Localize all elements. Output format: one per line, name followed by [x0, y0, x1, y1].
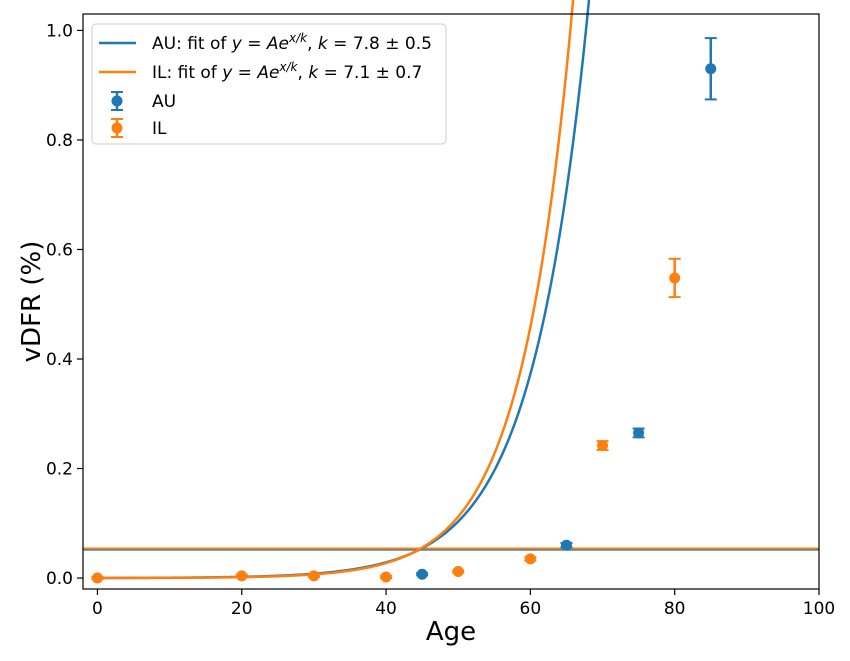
data-points: [91, 37, 717, 584]
y-axis-title: vDFR (%): [17, 241, 47, 363]
fit-line: [97, 0, 575, 580]
data-point: [236, 570, 248, 582]
x-tick-label: 0: [92, 599, 103, 619]
x-tick-label: 100: [803, 599, 835, 619]
x-tick-label: 20: [231, 599, 253, 619]
legend-label: AU: [152, 92, 176, 112]
y-tick-label: 0.4: [46, 350, 73, 370]
data-point: [633, 427, 645, 439]
data-point: [380, 571, 392, 583]
data-point: [91, 572, 103, 584]
legend-marker: [111, 122, 123, 134]
legend-label: IL: [152, 119, 167, 139]
data-point: [669, 272, 681, 284]
data-point: [705, 63, 717, 75]
x-tick-label: 40: [375, 599, 397, 619]
data-point: [597, 440, 609, 452]
data-point: [416, 568, 428, 580]
y-tick-label: 0.8: [46, 131, 73, 151]
y-tick-label: 0.0: [46, 569, 73, 589]
y-tick-label: 0.6: [46, 240, 73, 260]
x-axis-ticks: 0 20 40 60 80 100: [92, 589, 835, 619]
y-axis-ticks: 0.0 0.2 0.4 0.6 0.8 1.0: [46, 21, 83, 589]
reference-lines: [83, 547, 819, 551]
x-tick-label: 80: [664, 599, 686, 619]
legend-label: AU: fit of y = Aex/k, k = 7.8 ± 0.5: [152, 31, 432, 54]
data-point: [452, 565, 464, 577]
data-point: [560, 539, 572, 551]
plot-frame: [82, 13, 820, 590]
data-point: [524, 553, 536, 565]
legend-label: IL: fit of y = Aex/k, k = 7.1 ± 0.7: [152, 60, 422, 83]
legend-box: [91, 23, 447, 145]
legend-marker: [111, 95, 123, 107]
y-tick-label: 1.0: [46, 21, 73, 41]
legend: AU: fit of y = Aex/k, k = 7.8 ± 0.5 IL: f…: [91, 23, 447, 145]
data-point: [308, 570, 320, 582]
y-tick-label: 0.2: [46, 460, 73, 480]
x-axis-title: Age: [426, 617, 476, 647]
fit-lines: [97, 0, 591, 580]
x-tick-label: 60: [520, 599, 542, 619]
